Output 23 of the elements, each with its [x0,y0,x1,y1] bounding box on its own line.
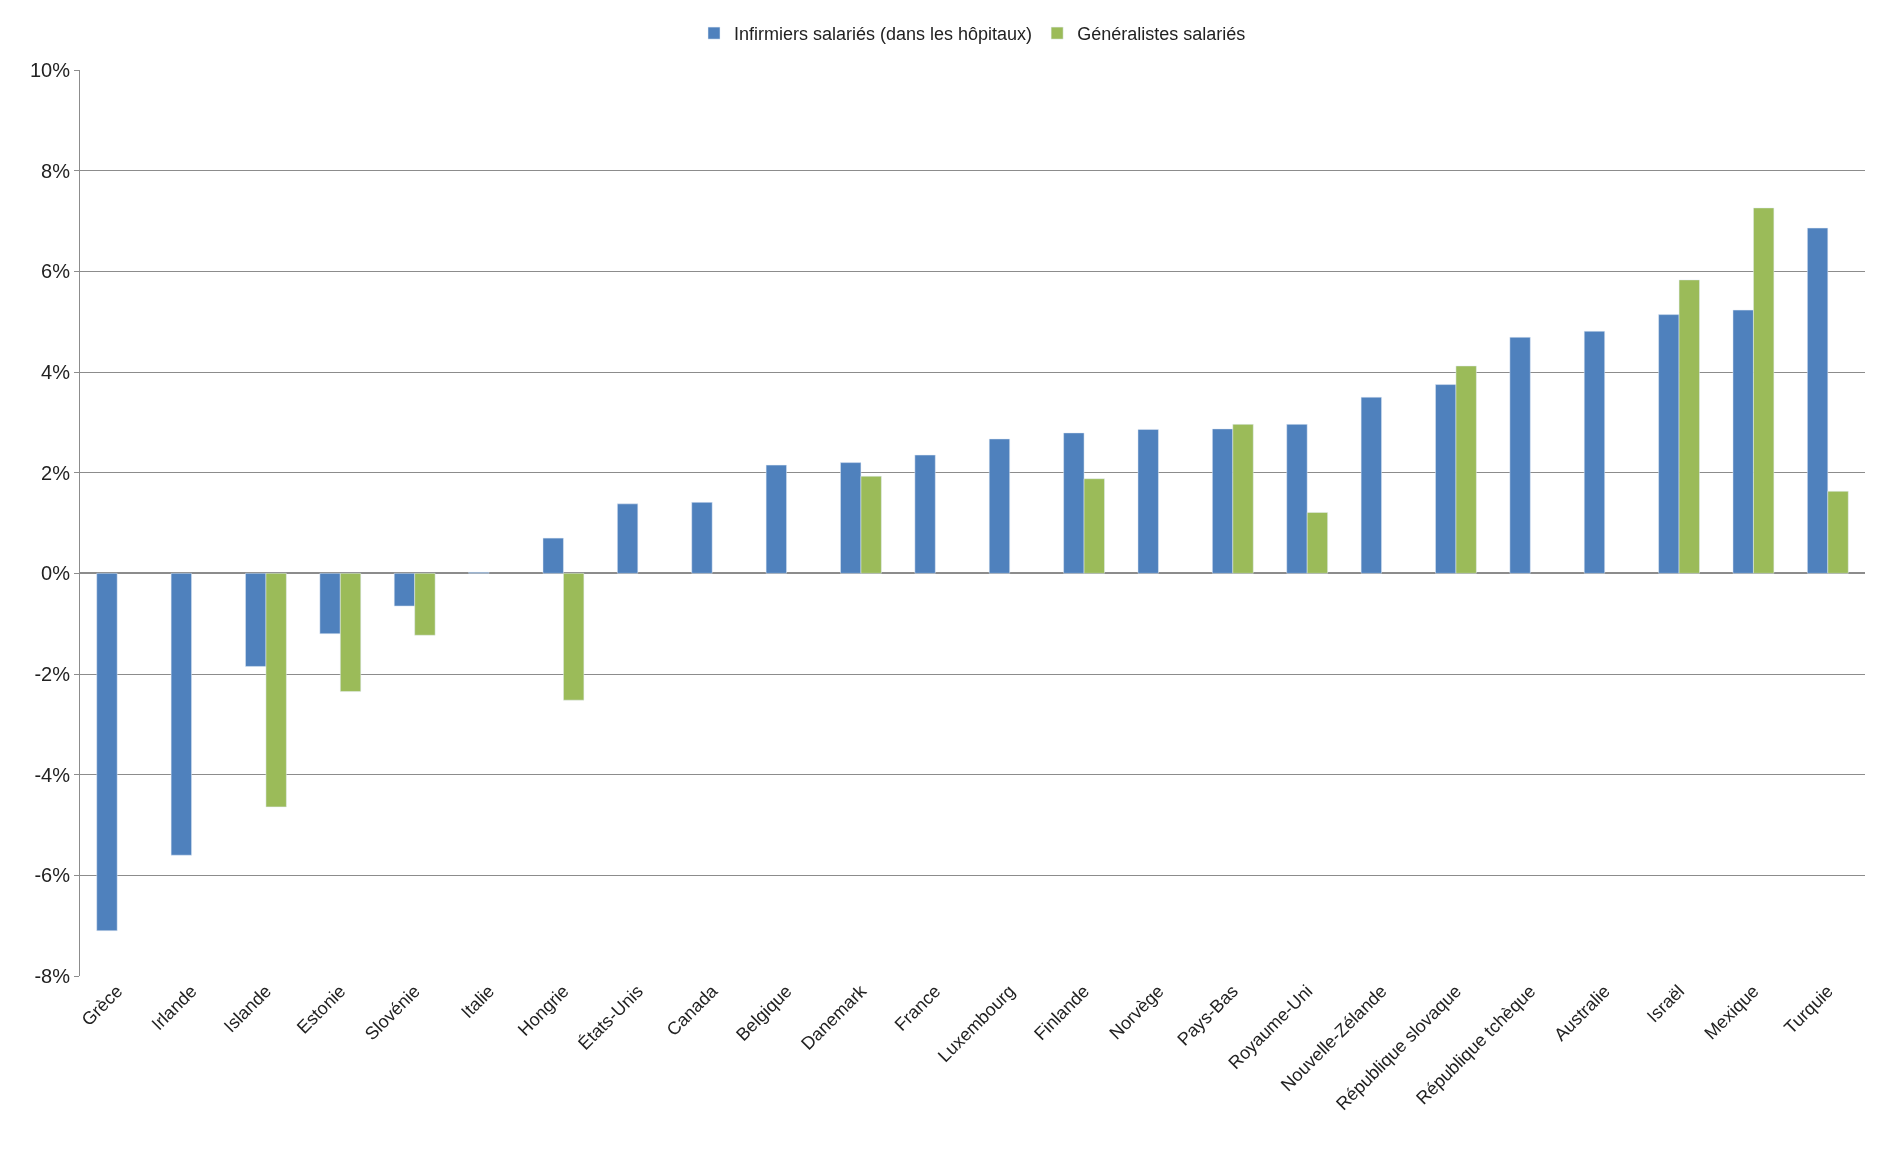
y-tick-label: 0% [41,562,71,585]
y-tick-label: 2% [41,461,71,484]
y-tick-label: 10% [29,59,71,81]
bar [691,502,713,574]
y-tick-label: -8% [34,965,71,987]
legend-label: Infirmiers salariés (dans les hôpitaux) [734,24,1033,45]
bar [988,438,1010,574]
bar [1583,330,1605,574]
legend-label: Généralistes salariés [1077,24,1246,45]
y-tick-label: 4% [41,361,71,383]
y-tick-label: 8% [41,159,71,182]
bar [1137,429,1159,574]
bar [96,573,118,931]
bar [170,573,192,856]
bar [914,454,936,574]
y-tick-label: -4% [34,763,71,786]
bar [1360,396,1382,574]
bar [617,503,639,574]
y-tick-label: -2% [34,663,71,685]
y-tick-label: 6% [41,260,71,283]
bar [765,464,787,574]
y-tick-label: -6% [34,864,71,887]
bar [1509,337,1531,574]
